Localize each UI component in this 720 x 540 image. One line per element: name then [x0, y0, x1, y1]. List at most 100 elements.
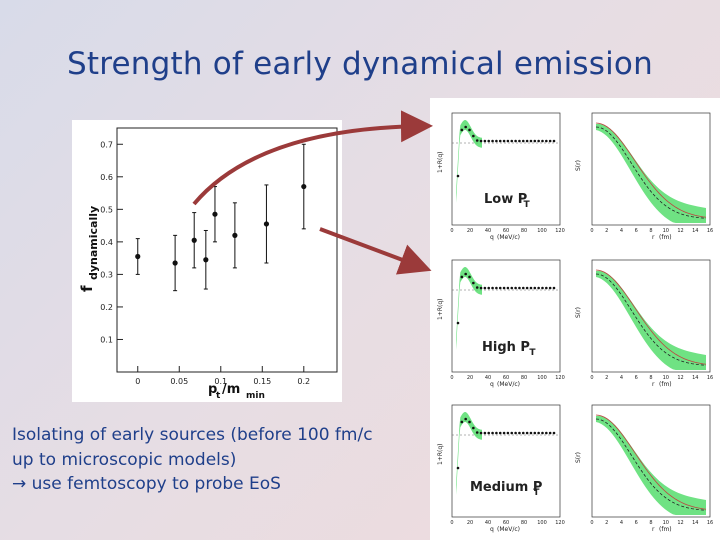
source-xtick-label: 8 [649, 228, 652, 234]
source-xtick-label: 10 [663, 520, 669, 526]
source-xtick-label: 0 [590, 375, 593, 381]
source-model-line [595, 414, 707, 510]
body-line-2: up to microscopic models) [12, 449, 237, 470]
correlation-point [479, 286, 483, 290]
source-xlabel-unit: (fm) [659, 526, 672, 533]
correlation-xlabel-unit: (MeV/c) [497, 234, 520, 241]
x-axis-label-mid: /m [222, 382, 240, 397]
correlation-ylabel: 1+R(q) [437, 298, 444, 320]
correlation-xtick-label: 120 [555, 520, 565, 526]
correlation-point [502, 139, 506, 143]
correlation-point [475, 139, 479, 142]
correlation-point [491, 139, 494, 143]
arrow-glyph: → [12, 474, 27, 494]
panel-row-label: Medium P [470, 480, 542, 495]
source-xlabel: r [652, 526, 655, 533]
correlation-point [518, 431, 521, 435]
correlation-point [537, 431, 540, 435]
source-fit-line [595, 418, 707, 511]
correlation-point [521, 431, 525, 435]
correlation-point [510, 139, 514, 143]
correlation-point [464, 272, 467, 276]
correlation-xtick-label: 0 [450, 228, 453, 234]
source-xtick-label: 4 [620, 520, 623, 526]
correlation-xtick-label: 40 [485, 228, 491, 234]
data-point [172, 260, 178, 266]
correlation-point [552, 139, 556, 143]
source-xtick-label: 2 [605, 375, 608, 381]
correlation-point [521, 286, 525, 290]
source-fit-line [595, 126, 707, 219]
source-model-line [595, 122, 707, 218]
source-xtick-label: 2 [605, 520, 608, 526]
data-point [203, 257, 209, 263]
source-xtick-label: 2 [605, 228, 608, 234]
correlation-point [491, 286, 494, 290]
correlation-point [533, 431, 537, 435]
correlation-xtick-label: 20 [467, 375, 473, 381]
source-fit-line [595, 273, 707, 366]
correlation-xlabel: q [490, 526, 494, 533]
correlation-point [472, 134, 475, 138]
correlation-xtick-label: 20 [467, 228, 473, 234]
source-xtick-label: 6 [635, 520, 638, 526]
correlation-point [545, 139, 548, 143]
y-tick-label: 0.2 [100, 303, 113, 312]
x-tick-label: 0.2 [297, 377, 310, 386]
source-band [596, 270, 706, 370]
correlation-point [487, 139, 491, 143]
model-band [456, 120, 482, 203]
chart-ticks: 0.1 0.2 0.3 0.4 0.5 0.6 0.7 0 0.05 0.1 0.15 0.2 [100, 140, 310, 386]
correlation-xtick-label: 60 [503, 375, 509, 381]
correlation-xlabel: q [490, 234, 494, 241]
correlation-xlabel: q [490, 381, 494, 388]
source-xtick-label: 16 [707, 375, 713, 381]
y-tick-label: 0.4 [100, 238, 113, 247]
correlation-point [529, 139, 533, 143]
source-xlabel-unit: (fm) [659, 234, 672, 241]
x-tick-label: 0 [135, 377, 140, 386]
model-band [456, 267, 482, 350]
correlation-point [479, 139, 483, 143]
correlation-point [525, 139, 529, 143]
correlation-xtick-label: 120 [555, 228, 565, 234]
correlation-point [495, 431, 498, 435]
correlation-point [541, 431, 544, 435]
correlation-point [460, 420, 464, 424]
slide-title: Strength of early dynamical emission [67, 46, 653, 82]
x-tick-label: 0.05 [170, 377, 188, 386]
correlation-point [479, 431, 483, 435]
panel-row-label: Low P [484, 192, 527, 207]
panel-row-1: 1+R(q) 0 20 40 60 80 100 120 q (MeV/c) S(r) 0 2 4 6 8 10… [437, 112, 713, 241]
y-axis-title: f dynamically [78, 206, 100, 292]
x-tick-label: 0.1 [214, 377, 227, 386]
data-point [263, 221, 270, 227]
correlation-point [545, 431, 548, 435]
source-xtick-label: 10 [663, 228, 669, 234]
correlation-point [502, 286, 506, 290]
correlation-xlabel-unit: (MeV/c) [497, 381, 520, 388]
correlation-point [483, 431, 487, 435]
source-band [596, 123, 706, 223]
source-xtick-label: 0 [590, 520, 593, 526]
data-point [301, 183, 307, 190]
correlation-point [514, 286, 517, 290]
source-xtick-label: 12 [677, 228, 683, 234]
source-model-line [595, 269, 707, 365]
main-chart: 0.1 0.2 0.3 0.4 0.5 0.6 0.7 0 0.05 0.1 0.15 0.2 f d… [72, 120, 342, 402]
correlation-point [506, 139, 510, 143]
correlation-ylabel: 1+R(q) [437, 151, 444, 173]
y-tick-label: 0.5 [100, 205, 113, 214]
correlation-point [483, 286, 487, 290]
correlation-point [491, 431, 494, 435]
source-xtick-label: 8 [649, 375, 652, 381]
correlation-xtick-label: 100 [537, 228, 547, 234]
correlation-point [460, 275, 464, 279]
correlation-point [518, 139, 521, 143]
correlation-xtick-label: 0 [450, 520, 453, 526]
y-axis-label: f [78, 285, 96, 292]
correlation-point [456, 174, 460, 178]
correlation-point [468, 420, 471, 424]
correlation-point [533, 286, 537, 290]
correlation-point [495, 139, 498, 143]
